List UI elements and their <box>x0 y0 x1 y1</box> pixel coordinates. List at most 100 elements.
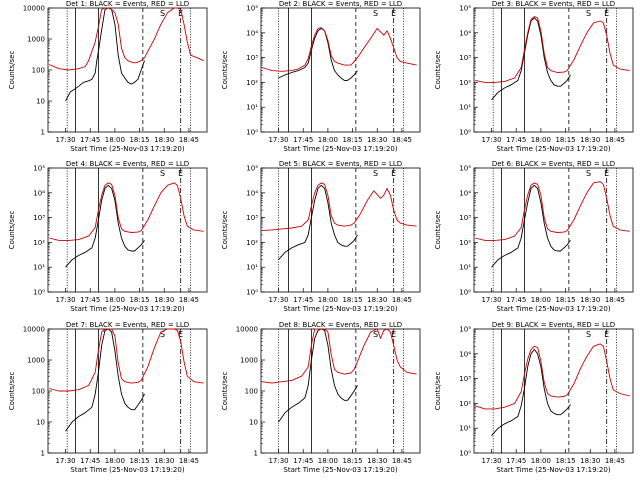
marker-label: S <box>373 169 378 178</box>
y-tick-label: 10⁰ <box>459 129 471 137</box>
x-tick-label: 18:30 <box>154 457 174 465</box>
x-tick-label: 18:30 <box>367 136 387 144</box>
y-tick-label: 10⁴ <box>459 29 471 37</box>
marker-label: S <box>586 330 591 339</box>
lld-series-line <box>48 7 204 71</box>
x-tick-label: 18:00 <box>531 457 551 465</box>
y-tick-label: 10³ <box>459 214 471 222</box>
y-tick-label: 10¹ <box>459 425 471 433</box>
x-tick-label: 18:00 <box>318 457 338 465</box>
x-tick-label: 17:45 <box>293 136 313 144</box>
y-tick-label: 1000 <box>240 357 258 365</box>
marker-label: E <box>178 9 183 18</box>
y-tick-label: 1000 <box>27 357 45 365</box>
x-tick-label: 18:30 <box>580 457 600 465</box>
marker-label: E <box>391 330 396 339</box>
y-tick-label: 10⁵ <box>246 165 258 173</box>
x-axis-label: Start Time (25-Nov-03 17:19:20) <box>496 145 610 153</box>
marker-label: E <box>178 169 183 178</box>
x-tick-label: 17:45 <box>80 457 100 465</box>
y-axis-label: Counts/sec <box>434 372 442 411</box>
marker-label: E <box>178 330 183 339</box>
x-tick-label: 18:45 <box>392 457 412 465</box>
y-tick-label: 10⁵ <box>459 165 471 173</box>
events-series-line <box>491 17 571 100</box>
lld-series-line <box>262 182 417 232</box>
plot-frame <box>260 7 421 133</box>
y-tick-label: 1 <box>41 450 45 458</box>
marker-label: S <box>586 9 591 18</box>
x-tick-label: 18:45 <box>179 136 199 144</box>
y-tick-label: 10 <box>249 419 258 427</box>
events-series-line <box>65 7 145 102</box>
y-tick-label: 1 <box>254 450 258 458</box>
marker-label: E <box>604 9 609 18</box>
y-tick-label: 10000 <box>23 5 45 13</box>
x-tick-label: 17:45 <box>293 296 313 304</box>
chart-title: Det 2: BLACK = Events, RED = LLD <box>279 0 402 8</box>
y-tick-label: 10³ <box>459 375 471 383</box>
y-tick-label: 10³ <box>33 214 45 222</box>
x-tick-label: 18:15 <box>555 296 575 304</box>
y-tick-label: 10⁴ <box>459 189 471 197</box>
marker-label: E <box>604 330 609 339</box>
x-tick-label: 18:00 <box>531 296 551 304</box>
x-tick-label: 18:45 <box>392 296 412 304</box>
lld-series-line <box>261 27 417 72</box>
x-tick-label: 18:30 <box>580 136 600 144</box>
x-tick-label: 17:30 <box>268 296 288 304</box>
x-axis-label: Start Time (25-Nov-03 17:19:20) <box>283 466 397 474</box>
y-axis-label: Counts/sec <box>434 211 442 250</box>
x-tick-label: 17:45 <box>80 136 100 144</box>
x-tick-label: 18:15 <box>129 457 149 465</box>
x-tick-label: 18:45 <box>605 136 625 144</box>
plot-frame <box>473 167 634 293</box>
marker-label: S <box>373 330 378 339</box>
y-axis-label: Counts/sec <box>8 51 16 90</box>
x-tick-label: 18:45 <box>179 296 199 304</box>
plot-frame <box>473 7 634 133</box>
y-tick-label: 10000 <box>236 326 258 334</box>
x-tick-label: 17:30 <box>481 136 501 144</box>
x-tick-label: 18:15 <box>129 296 149 304</box>
y-tick-label: 10⁵ <box>33 165 45 173</box>
events-series-line <box>491 184 571 268</box>
x-tick-label: 18:45 <box>179 457 199 465</box>
x-tick-label: 18:00 <box>318 136 338 144</box>
x-tick-label: 17:45 <box>80 296 100 304</box>
y-tick-label: 10³ <box>246 214 258 222</box>
y-tick-label: 10⁴ <box>246 189 258 197</box>
x-axis-label: Start Time (25-Nov-03 17:19:20) <box>496 466 610 474</box>
plot-frame <box>473 328 634 454</box>
x-tick-label: 18:30 <box>154 136 174 144</box>
x-tick-label: 18:00 <box>105 136 125 144</box>
x-tick-label: 17:45 <box>506 457 526 465</box>
y-tick-label: 100 <box>245 388 258 396</box>
lld-series-line <box>475 16 630 83</box>
chart-title: Det 8: BLACK = Events, RED = LLD <box>279 321 402 329</box>
plot-frame <box>47 167 208 293</box>
lld-series-line <box>48 182 204 241</box>
chart-title: Det 4: BLACK = Events, RED = LLD <box>66 160 189 168</box>
y-tick-label: 10 <box>36 98 45 106</box>
y-axis-label: Counts/sec <box>8 211 16 250</box>
x-tick-label: 17:30 <box>268 136 288 144</box>
y-tick-label: 10¹ <box>459 104 471 112</box>
events-series-line <box>278 184 358 260</box>
x-axis-label: Start Time (25-Nov-03 17:19:20) <box>70 466 184 474</box>
x-tick-label: 18:30 <box>367 296 387 304</box>
x-tick-label: 18:30 <box>367 457 387 465</box>
y-tick-label: 10⁰ <box>33 289 45 297</box>
y-tick-label: 10² <box>459 79 471 87</box>
y-axis-label: Counts/sec <box>221 211 229 250</box>
y-tick-label: 10⁵ <box>459 326 471 334</box>
x-tick-label: 18:15 <box>342 457 362 465</box>
